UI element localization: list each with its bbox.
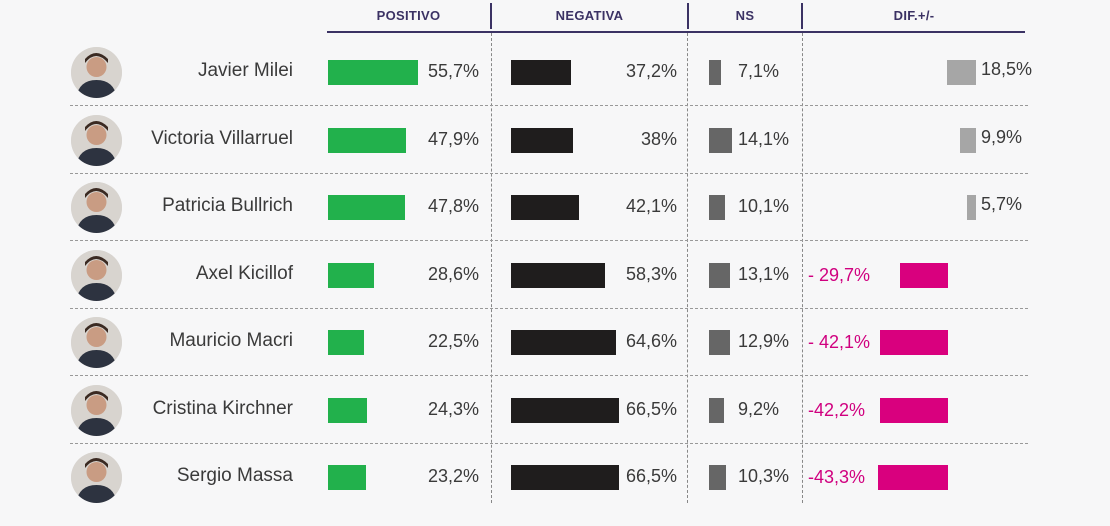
negativa-value: 37,2% [625,61,677,81]
row-separator [70,442,1028,444]
dif-value: 9,9% [981,126,1023,147]
header-rule [327,31,1025,33]
avatar [71,317,122,368]
ns-bar [709,195,726,220]
negativa-bar [511,262,606,288]
row-separator [70,307,1028,309]
ns-bar [709,330,730,355]
positivo-value: 22,5% [427,331,479,351]
negativa-value: 38% [640,128,677,149]
ns-value: 9,2% [738,398,780,419]
header-negativa: NEGATIVA [555,8,624,23]
header-positivo: POSITIVO [376,8,441,23]
row-separator [70,375,1028,376]
dif-value: - 29,7% [808,264,871,285]
negativa-bar [511,60,572,85]
candidate-name: Javier Milei [197,60,293,81]
avatar [71,384,122,436]
header-divider [687,3,689,29]
positivo-bar [328,127,406,153]
candidate-name: Victoria Villarruel [151,127,293,149]
row-separator [70,240,1028,241]
negativa-bar [511,127,573,153]
positivo-value: 47,9% [427,128,479,149]
ns-bar [709,397,724,423]
negativa-bar [511,397,619,423]
dif-bar [960,127,976,153]
ns-bar [709,465,726,490]
positivo-value: 28,6% [427,263,479,284]
negativa-bar [511,330,616,355]
positivo-bar [328,465,366,490]
positivo-value: 23,2% [427,466,479,486]
ns-value: 14,1% [738,128,790,149]
avatar [71,249,122,301]
negativa-bar [511,465,619,490]
negativa-value: 64,6% [625,331,677,351]
ns-value: 10,1% [738,196,790,216]
column-divider [491,33,492,503]
positivo-value: 47,8% [427,196,479,216]
negativa-bar [511,195,580,220]
dif-value: 5,7% [981,194,1023,214]
dif-bar [879,397,948,423]
ns-bar [709,60,721,85]
header-dif: DIF.+/- [893,8,935,23]
avatar [71,114,122,166]
negativa-value: 58,3% [625,263,677,284]
ns-value: 7,1% [738,61,780,81]
negativa-value: 66,5% [625,398,677,419]
dif-value: -43,3% [808,467,866,487]
candidate-name: Sergio Massa [176,465,293,486]
dif-value: 18,5% [981,59,1033,79]
ns-bar [709,127,732,153]
row-separator [70,105,1028,106]
candidate-name: Axel Kicillof [195,262,293,284]
negativa-value: 66,5% [625,466,677,486]
dif-bar [879,330,948,355]
positivo-bar [328,60,419,85]
avatar [71,452,122,503]
positivo-value: 24,3% [427,398,479,419]
positivo-value: 55,7% [427,61,479,81]
header-divider [490,3,492,29]
positivo-bar [328,397,368,423]
header-ns: NS [735,8,755,23]
avatar [71,47,122,98]
ns-value: 12,9% [738,331,790,351]
ns-value: 10,3% [738,466,790,486]
positivo-bar [328,262,375,288]
dif-bar [967,195,976,220]
dif-value: - 42,1% [808,332,871,352]
dif-bar [877,465,948,490]
negativa-value: 42,1% [625,196,677,216]
candidate-name: Mauricio Macri [169,330,293,351]
ns-value: 13,1% [738,263,790,284]
candidate-name: Patricia Bullrich [162,195,293,216]
candidate-name: Cristina Kirchner [152,397,293,419]
dif-bar [946,60,976,85]
dif-bar [899,262,948,288]
header-divider [801,3,803,29]
avatar [71,182,122,233]
column-divider [687,33,688,503]
ns-bar [709,262,731,288]
column-divider [802,33,803,503]
positivo-bar [328,195,406,220]
dif-value: -42,2% [808,399,866,420]
positivo-bar [328,330,365,355]
row-separator [70,172,1028,174]
